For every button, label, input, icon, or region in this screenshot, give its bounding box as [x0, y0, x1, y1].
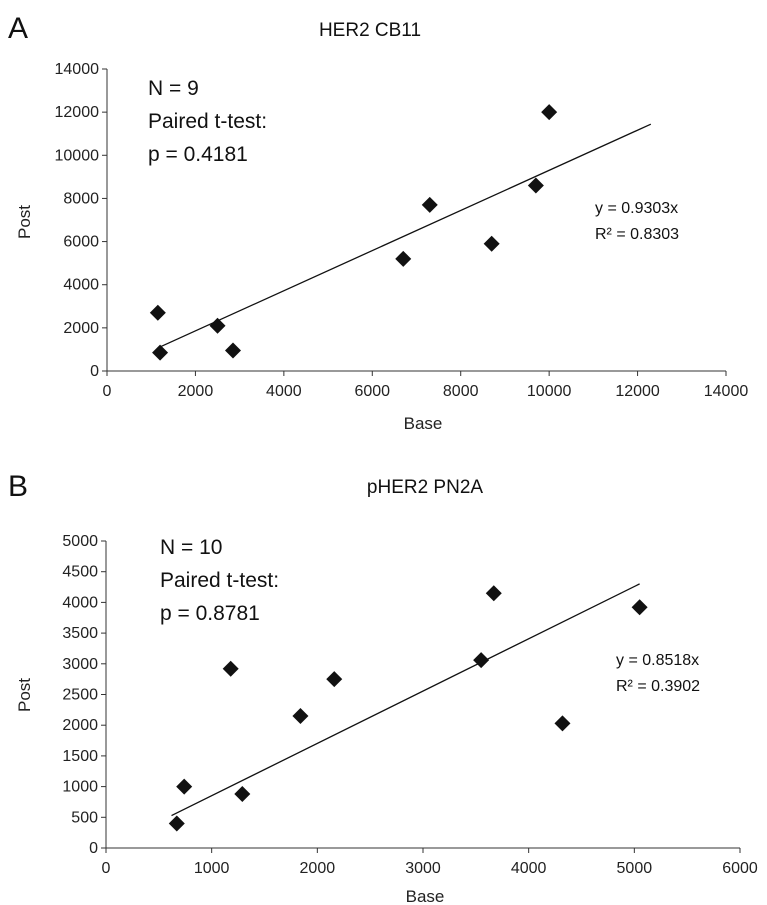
data-point — [168, 815, 185, 832]
data-point — [225, 342, 242, 359]
x-tick-label: 2000 — [178, 383, 214, 400]
data-point — [222, 660, 239, 677]
x-tick-label: 4000 — [266, 383, 302, 400]
data-point — [631, 599, 648, 616]
x-tick-label: 4000 — [511, 860, 547, 877]
y-tick-label: 500 — [71, 809, 98, 826]
y-tick-label: 1000 — [62, 779, 98, 796]
trendline — [157, 123, 652, 349]
test-annotation-b: Paired t-test: — [160, 569, 279, 592]
data-point — [483, 235, 500, 252]
data-point — [152, 344, 169, 361]
y-tick-label: 8000 — [63, 190, 99, 207]
r2-annotation-b: R² = 0.3902 — [616, 678, 700, 695]
panel-label-a: A — [8, 12, 28, 45]
chart-b: B pHER2 PN2A Base Post N = 10 Paired t-t… — [8, 470, 758, 905]
x-tick-label: 2000 — [300, 860, 336, 877]
chart-title-a: HER2 CB11 — [319, 20, 421, 41]
p-annotation-a: p = 0.4181 — [148, 143, 248, 166]
data-point — [209, 317, 226, 334]
data-point — [234, 785, 251, 802]
x-tick-label: 10000 — [527, 383, 572, 400]
data-point — [527, 177, 544, 194]
x-tick-label: 14000 — [704, 383, 749, 400]
n-annotation-b: N = 10 — [160, 536, 222, 559]
n-annotation-a: N = 9 — [148, 77, 199, 100]
chart-a: A HER2 CB11 Base Post N = 9 Paired t-tes… — [8, 12, 749, 433]
y-tick-label: 6000 — [63, 234, 99, 251]
data-point — [473, 652, 490, 669]
data-point — [485, 585, 502, 602]
data-point — [421, 196, 438, 213]
y-tick-label: 3000 — [62, 656, 98, 673]
x-tick-label: 12000 — [615, 383, 660, 400]
r2-annotation-a: R² = 0.8303 — [595, 226, 679, 243]
equation-annotation-a: y = 0.9303x — [595, 200, 678, 217]
y-tick-label: 4000 — [63, 277, 99, 294]
x-tick-label: 6000 — [354, 383, 390, 400]
trendline — [171, 583, 640, 817]
y-tick-label: 0 — [89, 840, 98, 857]
y-tick-label: 4500 — [62, 564, 98, 581]
plot-area-b: 0 500 1000 1500 2000 2500 3000 3500 4000 4500 5000… — [62, 533, 757, 877]
y-tick-label: 4000 — [62, 594, 98, 611]
x-tick-label: 5000 — [617, 860, 653, 877]
panel-b: B pHER2 PN2A Base Post N = 10 Paired t-t… — [0, 452, 767, 905]
p-annotation-b: p = 0.8781 — [160, 602, 260, 625]
x-tick-label: 0 — [102, 860, 111, 877]
y-tick-label: 3500 — [62, 625, 98, 642]
y-tick-label: 10000 — [55, 147, 100, 164]
panel-label-b: B — [8, 470, 28, 503]
x-axis-title-a: Base — [404, 414, 443, 433]
x-tick-label: 8000 — [443, 383, 479, 400]
x-tick-label: 6000 — [722, 860, 758, 877]
chart-title-b: pHER2 PN2A — [367, 477, 483, 498]
y-tick-label: 1500 — [62, 748, 98, 765]
equation-annotation-b: y = 0.8518x — [616, 652, 699, 669]
data-point — [176, 778, 193, 795]
y-tick-label: 5000 — [62, 533, 98, 550]
data-point — [326, 671, 343, 688]
y-axis-title-a: Post — [15, 205, 34, 239]
y-tick-label: 2000 — [62, 717, 98, 734]
x-tick-label: 1000 — [194, 860, 230, 877]
data-point — [541, 104, 558, 121]
data-point — [292, 707, 309, 724]
panel-a: A HER2 CB11 Base Post N = 9 Paired t-tes… — [0, 0, 767, 450]
y-tick-label: 0 — [90, 363, 99, 380]
y-axis-title-b: Post — [15, 678, 34, 712]
x-tick-label: 0 — [103, 383, 112, 400]
y-tick-label: 2500 — [62, 687, 98, 704]
test-annotation-a: Paired t-test: — [148, 110, 267, 133]
y-tick-label: 12000 — [55, 104, 100, 121]
y-tick-label: 14000 — [55, 61, 100, 78]
x-axis-title-b: Base — [406, 887, 445, 905]
data-point — [149, 304, 166, 321]
plot-area-a: 0 2000 4000 6000 8000 10000 12000 14000 0 2000 400… — [55, 61, 749, 400]
x-tick-label: 3000 — [405, 860, 441, 877]
data-point — [554, 715, 571, 732]
y-tick-label: 2000 — [63, 320, 99, 337]
data-point — [395, 250, 412, 267]
